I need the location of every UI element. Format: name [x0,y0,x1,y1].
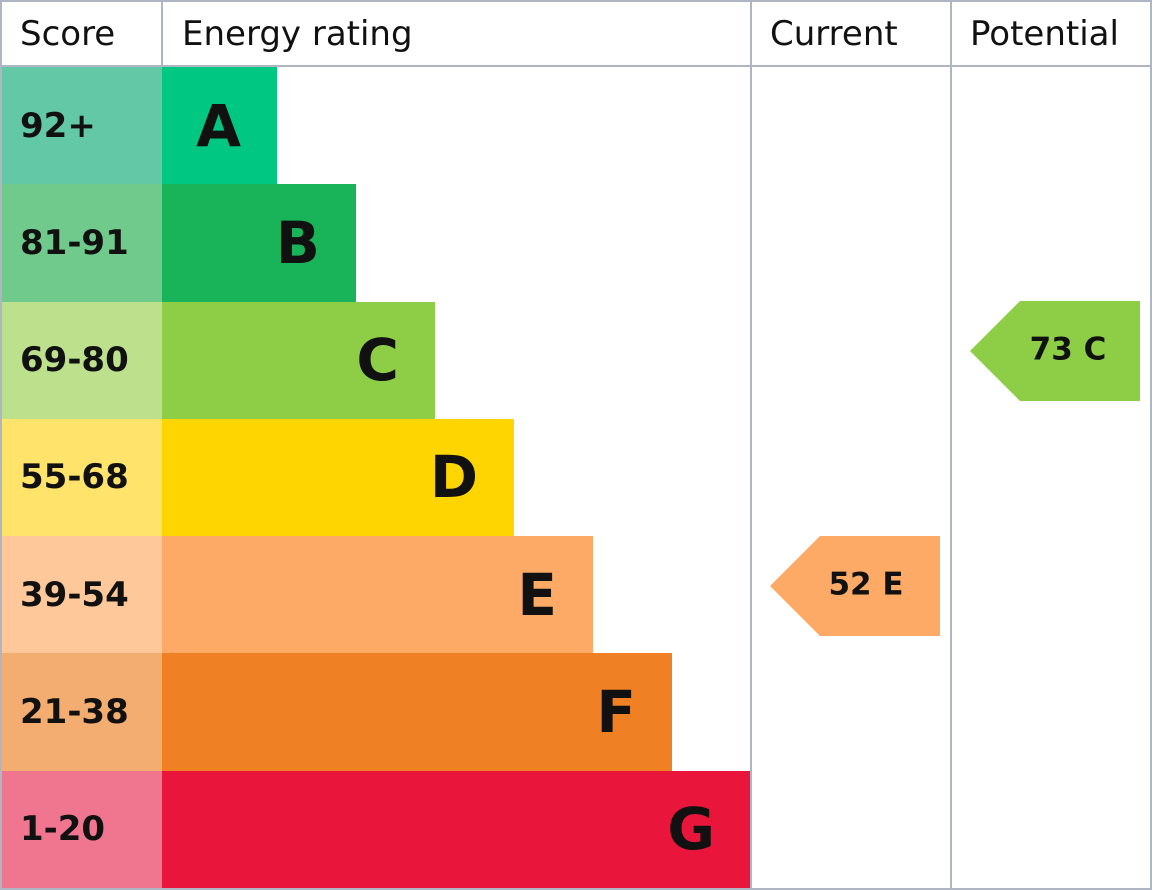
header-current: Current [770,14,898,54]
rating-bar: A [162,67,277,185]
score-cell: 69-80 [0,301,162,419]
header-potential: Potential [970,14,1119,54]
border [0,888,1152,890]
border [0,65,1152,67]
border [161,0,163,66]
header-energy-rating: Energy rating [182,14,413,54]
score-cell: 1-20 [0,770,162,888]
rating-bar: B [162,184,356,302]
rating-bar: F [162,653,672,771]
border [750,0,752,890]
score-cell: 39-54 [0,536,162,654]
score-cell: 21-38 [0,653,162,771]
border [950,0,952,890]
score-cell: 81-91 [0,184,162,302]
border [0,0,2,890]
potential-label: 73 C [1030,332,1107,368]
rating-bar: D [162,418,514,537]
current-arrow [770,536,940,636]
rating-bar: C [162,301,435,419]
rating-bar: E [162,536,593,654]
border [1150,0,1152,890]
score-cell: 92+ [0,67,162,185]
rating-bar: G [162,770,751,888]
score-cell: 55-68 [0,418,162,537]
potential-arrow [970,301,1140,401]
header-score: Score [20,14,116,54]
border [0,0,1152,2]
current-label: 52 E [828,567,903,603]
